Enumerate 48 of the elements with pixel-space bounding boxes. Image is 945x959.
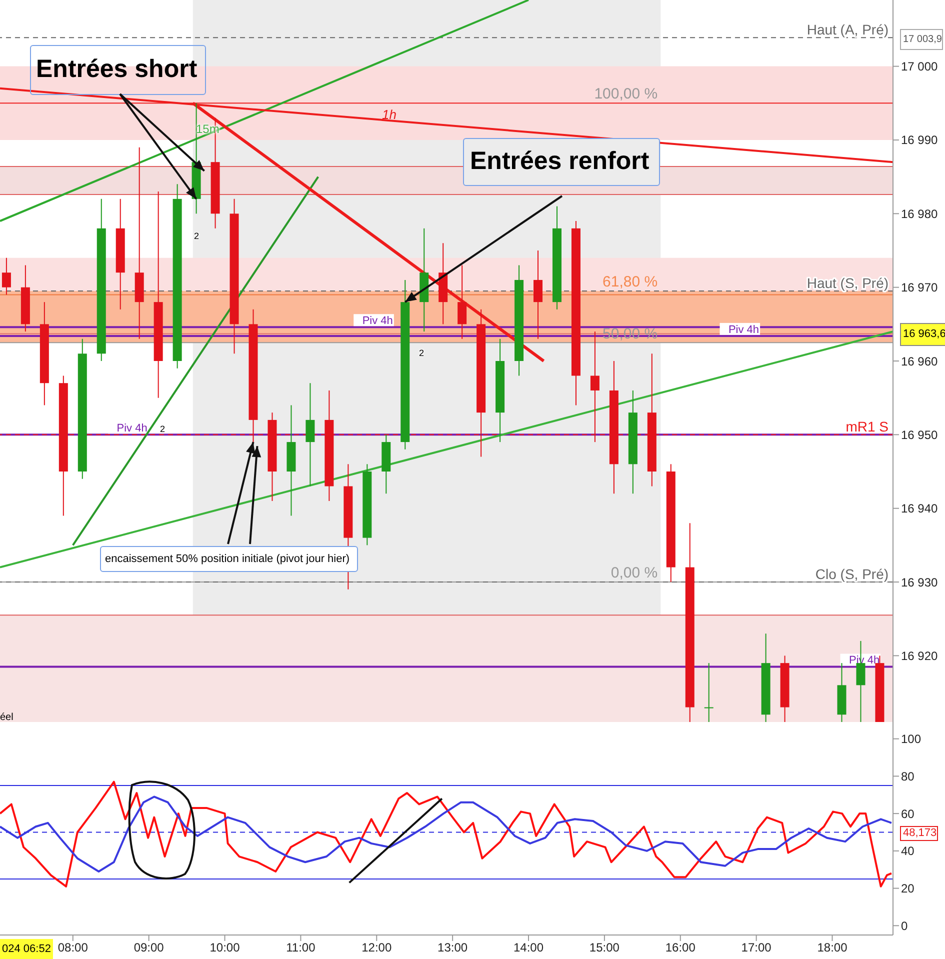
x-tick-label: 10:00 [210, 940, 240, 955]
x-tick-label: 16:00 [665, 940, 696, 955]
annotation: Entrées renfort [463, 138, 660, 186]
text: 48,173 [900, 826, 938, 842]
y-tick-label: 17 000 [901, 60, 938, 74]
y-tick-label: 40 [901, 844, 915, 858]
text: 024 06:52 [0, 939, 53, 959]
y-tick-label: 20 [901, 882, 915, 896]
text: 16 963,6 [900, 323, 945, 346]
annotation: 0,00 % [610, 564, 658, 582]
x-tick-label: 11:00 [286, 940, 316, 955]
y-tick-label: 16 980 [901, 206, 938, 221]
y-tick-label: 80 [901, 769, 915, 784]
y-tick-label: 16 930 [901, 575, 938, 590]
annotation: encaissement 50% position initiale (pivot jour hier) [100, 546, 358, 572]
ref-line-label: mR1 S [846, 418, 889, 435]
y-tick-label: 16 970 [901, 280, 938, 295]
annotation: éel [0, 711, 14, 725]
ref-line-label: Piv 4h [116, 422, 148, 435]
ref-line-label: Haut (S, Pré) [806, 275, 889, 292]
x-tick-label: 17:00 [741, 940, 772, 955]
annotation: 100,00 % [594, 86, 658, 104]
y-tick-label: 100 [901, 732, 922, 746]
x-tick-label: 09:00 [134, 940, 164, 955]
x-tick-label: 12:00 [362, 940, 392, 955]
x-tick-label: 08:00 [58, 940, 88, 955]
annotation: 61,80 % [602, 274, 658, 291]
y-tick-label: 16 920 [901, 648, 938, 663]
x-tick-label: 13:00 [438, 940, 468, 955]
y-tick-label: 16 990 [901, 133, 938, 148]
ref-line-label: Piv 4h [728, 324, 760, 336]
y-tick-label: 60 [901, 806, 915, 821]
x-tick-label: 14:00 [513, 940, 544, 955]
ref-line-label: Clo (S, Pré) [815, 566, 889, 582]
y-tick-label: 16 940 [901, 502, 938, 516]
annotation: 2 [419, 347, 424, 360]
annotation: 1h [382, 106, 396, 124]
annotation: Entrées short [30, 45, 206, 95]
x-tick-label: 15:00 [589, 940, 620, 955]
text: 17 003,9 [900, 29, 943, 50]
ref-line-label: Haut (A, Pré) [806, 22, 889, 38]
y-tick-label: 16 950 [901, 428, 938, 442]
ref-line-label: Piv 4h [362, 315, 393, 328]
x-tick-label: 18:00 [817, 940, 848, 955]
y-tick-label: 0 [901, 918, 908, 933]
annotation: 2 [194, 230, 200, 243]
y-tick-label: 16 960 [901, 354, 938, 368]
annotation: 2 [160, 423, 166, 436]
